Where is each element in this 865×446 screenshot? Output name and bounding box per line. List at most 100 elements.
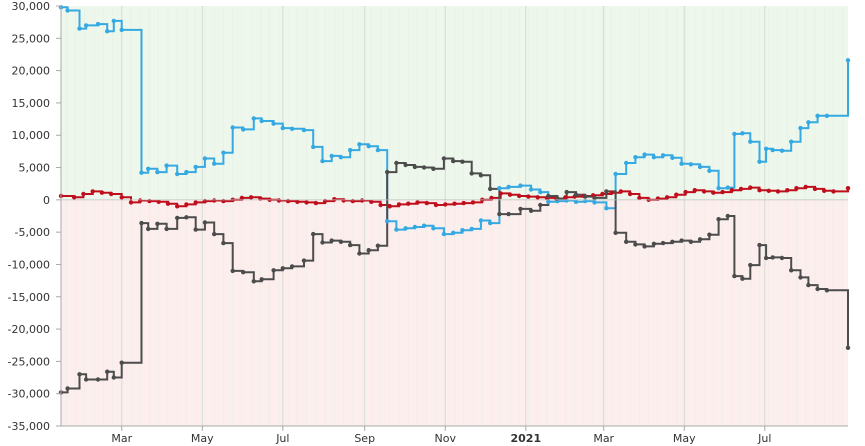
data-point-1 <box>845 58 851 63</box>
data-point-2 <box>99 190 105 195</box>
x-tick-label: 2021 <box>510 432 541 445</box>
data-point-3 <box>77 372 82 377</box>
data-point-1 <box>770 147 775 153</box>
y-tick-label: -5,000 <box>15 226 50 239</box>
data-point-3 <box>806 282 811 288</box>
gridlines <box>65 6 844 426</box>
data-point-1 <box>789 139 794 144</box>
data-point-1 <box>394 227 399 232</box>
y-tick-label: 5,000 <box>19 162 51 175</box>
data-point-2 <box>757 188 762 193</box>
data-point-3 <box>193 227 198 232</box>
data-point-3 <box>528 208 534 213</box>
data-point-2 <box>119 195 124 200</box>
data-point-3 <box>770 255 775 260</box>
data-point-3 <box>119 360 124 365</box>
data-point-3 <box>301 258 307 263</box>
data-point-1 <box>95 21 101 27</box>
data-point-1 <box>193 164 198 170</box>
y-tick-label: -15,000 <box>8 291 50 304</box>
data-point-2 <box>831 189 836 194</box>
data-point-1 <box>421 223 427 228</box>
data-point-1 <box>146 166 151 171</box>
data-point-3 <box>518 206 523 212</box>
data-point-2 <box>812 186 818 192</box>
data-point-2 <box>535 195 540 200</box>
y-tick-label: 30,000 <box>12 0 51 13</box>
data-point-3 <box>707 232 712 237</box>
data-point-3 <box>184 215 189 220</box>
data-point-3 <box>271 268 276 273</box>
data-point-2 <box>720 189 725 195</box>
data-point-2 <box>341 198 346 203</box>
data-point-2 <box>138 198 143 203</box>
data-point-1 <box>613 171 618 177</box>
data-point-3 <box>573 192 579 197</box>
data-point-2 <box>406 201 411 206</box>
y-tick-label: 20,000 <box>12 65 51 78</box>
data-point-1 <box>642 152 647 157</box>
data-point-1 <box>573 199 579 204</box>
data-point-1 <box>271 121 276 126</box>
data-point-3 <box>212 231 217 237</box>
data-point-1 <box>604 206 609 211</box>
data-point-3 <box>460 159 465 164</box>
data-point-1 <box>528 187 534 192</box>
data-point-3 <box>221 240 226 246</box>
data-point-2 <box>803 184 808 190</box>
data-point-1 <box>375 147 381 153</box>
data-point-1 <box>111 18 117 24</box>
data-point-3 <box>592 195 597 201</box>
data-point-2 <box>81 191 86 197</box>
data-point-2 <box>563 195 568 200</box>
data-point-3 <box>155 221 160 226</box>
data-point-1 <box>798 125 803 131</box>
data-point-1 <box>506 184 511 190</box>
data-point-3 <box>642 244 647 249</box>
data-point-2 <box>674 192 679 197</box>
data-point-2 <box>359 198 365 203</box>
data-point-3 <box>469 171 474 176</box>
data-point-3 <box>697 237 703 242</box>
data-point-2 <box>461 200 466 206</box>
data-point-1 <box>164 163 169 168</box>
data-point-1 <box>338 155 344 160</box>
data-point-1 <box>202 156 208 161</box>
y-tick-label: 0 <box>43 194 50 207</box>
x-axis-tick-labels: Mar May Jul Sep Nov 2021 Mar May Jul <box>111 432 771 445</box>
data-point-1 <box>259 118 264 124</box>
data-point-3 <box>431 166 436 171</box>
data-point-1 <box>385 219 390 224</box>
data-point-1 <box>497 186 502 191</box>
data-point-2 <box>295 199 300 204</box>
x-tick-label: Jul <box>275 432 289 445</box>
data-point-3 <box>164 226 169 232</box>
data-point-3 <box>789 268 794 273</box>
data-point-1 <box>732 131 737 137</box>
data-point-1 <box>748 139 753 144</box>
data-point-3 <box>679 238 684 243</box>
data-point-1 <box>77 26 82 31</box>
data-point-1 <box>592 200 597 205</box>
data-point-2 <box>396 202 402 207</box>
data-point-1 <box>83 23 89 28</box>
data-point-2 <box>109 191 114 197</box>
data-point-3 <box>385 169 390 175</box>
data-point-3 <box>421 165 427 170</box>
data-point-3 <box>357 251 362 256</box>
y-tick-label: 25,000 <box>12 32 51 45</box>
data-point-2 <box>785 188 790 193</box>
data-point-2 <box>711 190 716 195</box>
data-point-1 <box>707 168 712 173</box>
data-point-2 <box>637 195 642 201</box>
data-point-2 <box>738 186 744 192</box>
data-point-3 <box>289 264 295 269</box>
data-point-3 <box>105 369 110 374</box>
data-point-1 <box>688 162 694 167</box>
data-point-2 <box>72 195 77 200</box>
data-point-3 <box>824 288 830 293</box>
data-point-1 <box>348 147 353 153</box>
x-tick-label: Mar <box>593 432 614 445</box>
data-point-3 <box>394 160 399 166</box>
data-point-3 <box>604 189 609 194</box>
